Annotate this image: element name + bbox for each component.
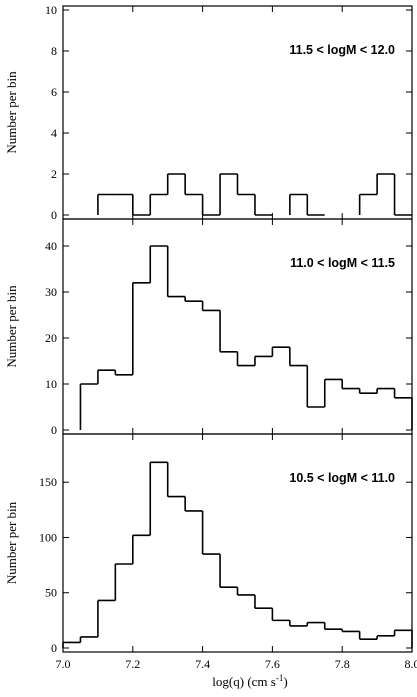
x-axis-label: log(q) (cm s-1): [212, 673, 287, 689]
histogram-bin: [114, 563, 133, 601]
histogram-bin: [184, 296, 203, 302]
histogram-bin: [132, 282, 151, 375]
y-tick-label: 6: [51, 85, 57, 99]
y-tick-label: 0: [51, 423, 57, 437]
y-tick-label: 40: [45, 239, 57, 253]
y-tick-label: 50: [45, 586, 57, 600]
histogram-bin: [376, 387, 395, 394]
panel-frame: [62, 433, 413, 653]
y-tick-label: 0: [51, 208, 57, 222]
y-tick-label: 10: [45, 3, 57, 17]
y-tick-label: 20: [45, 331, 57, 345]
x-tick-label: 7.4: [195, 657, 210, 671]
y-tick-label: 4: [51, 126, 57, 140]
panel-mass-label: 10.5 < logM < 11.0: [289, 471, 395, 485]
histogram-bin: [184, 174, 203, 196]
histogram-bin: [219, 554, 238, 589]
histogram-bin: [97, 369, 116, 384]
histogram-bin: [201, 301, 221, 312]
panel-2: 0 10 20 30 40 Number per bin 11.0 < logM < 11.…: [4, 218, 413, 437]
histogram-bin: [271, 346, 290, 357]
x-tick-label: 7.6: [265, 657, 280, 671]
histogram-bin: [306, 194, 325, 216]
histogram-bin: [166, 173, 186, 195]
x-tick-label: 7.8: [335, 657, 350, 671]
histogram-bin: [358, 388, 378, 394]
histogram-bin: [219, 310, 238, 353]
y-tick-label: 0: [51, 641, 57, 655]
panel-mass-label: 11.0 < logM < 11.5: [290, 256, 395, 270]
histogram-bin: [393, 174, 412, 216]
histogram-bin: [341, 379, 360, 390]
histogram-bin: [149, 193, 168, 215]
histogram-bin: [236, 587, 255, 596]
histogram-bin: [79, 383, 98, 430]
y-axis-label: Number per bin: [4, 71, 19, 154]
y-axis-label: Number per bin: [4, 501, 19, 584]
histogram-bin: [149, 245, 168, 283]
histogram-bin: [289, 620, 308, 627]
histogram-bin: [323, 378, 343, 407]
histogram-bin: [201, 510, 221, 555]
histogram-bin: [132, 194, 151, 216]
y-axis-label: Number per bin: [4, 285, 19, 368]
x-tick-label: 7.0: [56, 657, 71, 671]
histogram-bin: [166, 462, 186, 498]
histogram-bin: [376, 635, 395, 640]
y-tick-label: 10: [45, 377, 57, 391]
histogram-bin: [306, 621, 325, 626]
x-tick-label: 8.0: [405, 657, 417, 671]
histogram-bin: [236, 174, 255, 196]
histogram-bin: [149, 461, 168, 536]
histogram-bin: [97, 193, 116, 215]
histogram-bin: [219, 173, 238, 215]
histogram-bin: [289, 347, 308, 367]
histogram-bin: [358, 193, 378, 215]
histogram-bin: [393, 388, 413, 430]
histogram-bin: [358, 631, 378, 640]
histogram-bin: [62, 641, 81, 648]
panel-1: 0 2 4 6 8 10 Number per bin 11.5 < logM < 12.0: [4, 3, 413, 222]
histogram-bin: [184, 496, 203, 512]
histogram-bin: [201, 194, 221, 216]
y-tick-label: 30: [45, 285, 57, 299]
histogram-bin: [254, 355, 273, 366]
panel-3: 0 50 100 150 Number per bin 10.5 < logM < 11.…: [4, 433, 413, 655]
histogram-bin: [289, 193, 308, 215]
histogram-bin: [97, 599, 116, 637]
histogram-bin: [376, 173, 395, 195]
panel-frame: [62, 218, 413, 435]
y-tick-label: 100: [39, 530, 57, 544]
histogram-bin: [132, 534, 151, 564]
histogram-bin: [254, 594, 273, 610]
histogram-bin: [271, 608, 290, 622]
histogram-bin: [306, 365, 325, 408]
histogram-bin: [323, 622, 343, 631]
histogram-bin: [254, 194, 273, 216]
histogram-bin: [79, 636, 98, 643]
histogram-bin: [236, 351, 255, 367]
histogram-bin: [166, 246, 186, 298]
histogram-bin: [114, 370, 133, 376]
panel-mass-label: 11.5 < logM < 12.0: [289, 43, 395, 57]
y-tick-label: 2: [51, 167, 57, 181]
y-tick-label: 8: [51, 44, 57, 58]
histogram-bin: [341, 629, 360, 633]
x-tick-label: 7.2: [125, 657, 140, 671]
y-tick-label: 150: [39, 475, 57, 489]
histogram-bin: [393, 629, 413, 648]
